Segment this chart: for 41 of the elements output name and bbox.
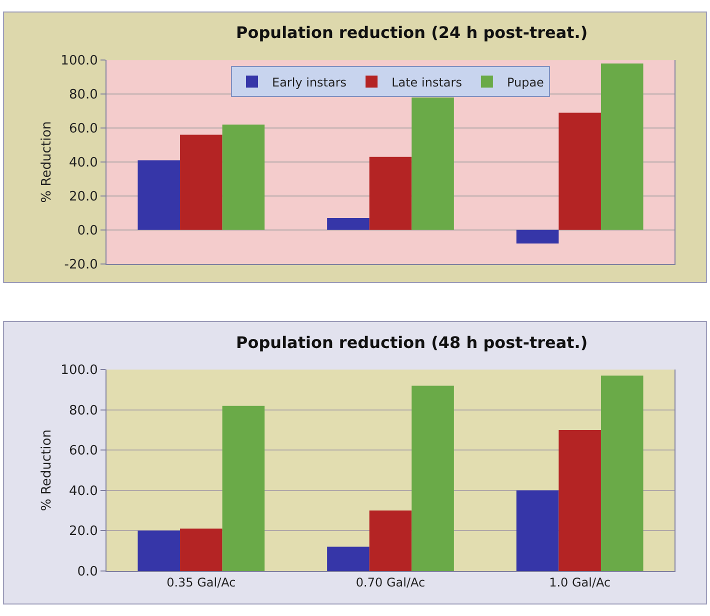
y-tick-label: 100.0 [60,54,98,69]
bar [327,546,370,571]
chart-title: Population reduction (48 h post-treat.) [236,333,588,352]
bar [600,63,644,230]
y-tick-label: 20.0 [68,524,98,540]
y-tick-label: 60.0 [68,444,98,459]
bar [558,112,601,230]
bar [180,528,222,571]
bar [138,530,180,571]
bar [412,97,454,230]
bar [138,160,180,230]
y-tick-label: 100.0 [60,363,98,378]
x-tick-label: 0.70 Gal/Ac [356,575,426,590]
bar [516,230,559,244]
bar [516,490,559,571]
y-tick-label: 40.0 [68,156,98,171]
y-tick-label: 0.0 [77,564,98,580]
x-tick-label: 0.35 Gal/Ac [166,575,236,590]
y-tick-label: 60.0 [68,122,98,137]
x-tick-label: 1.0 Gal/Ac [549,575,611,590]
bar [412,386,454,571]
bar [369,510,412,571]
y-tick-label: 80.0 [68,88,98,103]
legend-label: Pupae [506,75,544,90]
y-axis-title: % Reduction [40,121,55,203]
y-tick-label: 20.0 [68,189,98,204]
bar [600,376,644,571]
legend-label: Early instars [272,75,347,90]
y-axis-title: % Reduction [40,430,55,512]
y-tick-label: -20.0 [64,257,98,272]
chart-title: Population reduction (24 h post-treat.) [236,23,588,42]
y-tick-label: 40.0 [68,484,98,499]
bar [327,218,370,230]
bar [222,406,265,571]
legend-label: Late instars [392,75,462,90]
y-tick-label: 0.0 [77,223,98,238]
bar [369,156,412,230]
bar [180,134,222,230]
bar [222,124,265,230]
bar [558,430,601,571]
y-tick-label: 80.0 [68,403,98,418]
